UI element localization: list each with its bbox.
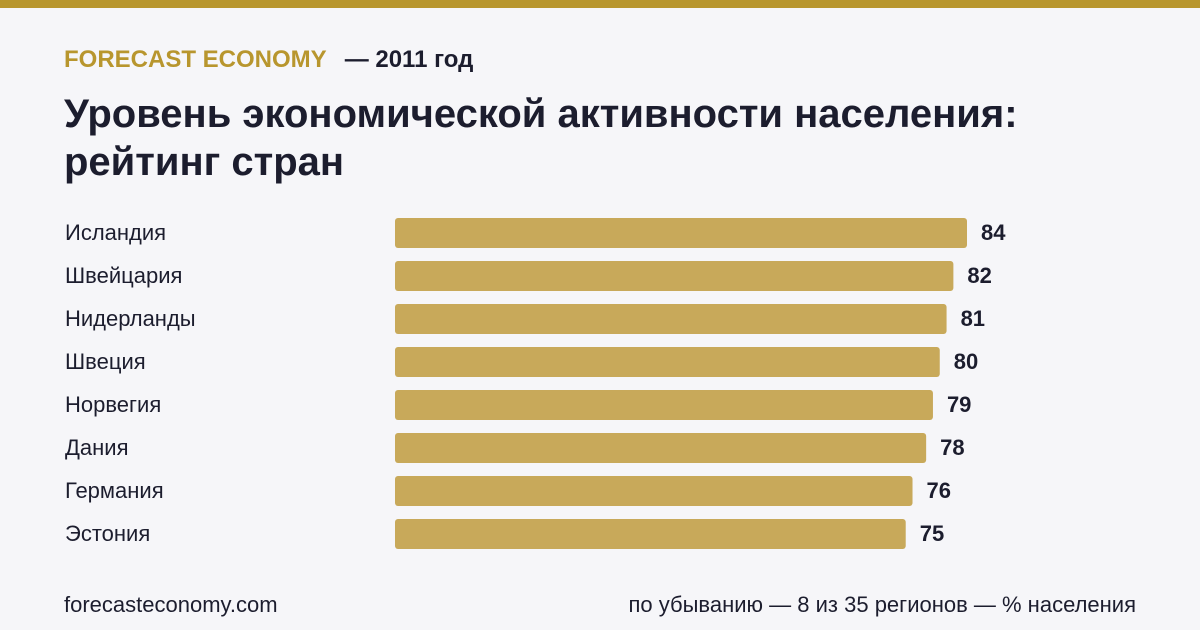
bar xyxy=(395,476,913,506)
value-label: 75 xyxy=(920,521,944,546)
value-label: 82 xyxy=(967,263,991,288)
kicker: FORECAST ECONOMY — 2011 год xyxy=(64,46,473,74)
bar xyxy=(395,304,947,334)
bar xyxy=(395,261,954,291)
category-label: Швеция xyxy=(65,349,146,374)
brand: FORECAST ECONOMY xyxy=(64,46,327,73)
top-bar xyxy=(0,0,1200,8)
value-label: 79 xyxy=(947,392,971,417)
subtitle: — 2011 год xyxy=(344,46,474,73)
bar xyxy=(395,347,940,377)
value-label: 80 xyxy=(954,349,978,374)
value-label: 76 xyxy=(927,478,951,503)
category-label: Нидерланды xyxy=(65,306,196,331)
value-label: 84 xyxy=(981,220,1006,245)
note: по убыванию — 8 из 35 регионов — % насел… xyxy=(628,592,1136,617)
bar xyxy=(395,519,906,549)
bar xyxy=(395,218,967,248)
source: forecasteconomy.com xyxy=(64,592,278,617)
category-label: Эстония xyxy=(65,521,150,546)
bar xyxy=(395,390,933,420)
category-label: Дания xyxy=(65,435,129,460)
value-label: 81 xyxy=(961,306,985,331)
category-label: Швейцария xyxy=(65,263,182,288)
category-label: Исландия xyxy=(65,220,166,245)
category-label: Норвегия xyxy=(65,392,161,417)
category-label: Германия xyxy=(65,478,164,503)
chart-title: Уровень экономической активности населен… xyxy=(64,92,1018,184)
value-label: 78 xyxy=(940,435,964,460)
bar xyxy=(395,433,927,463)
